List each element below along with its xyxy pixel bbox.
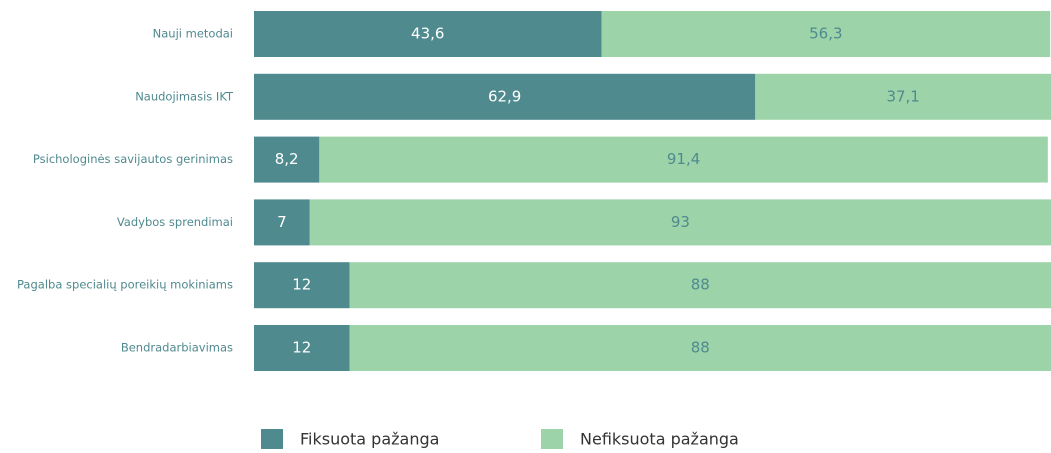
bar-segment	[309, 199, 1051, 246]
bar-segment	[349, 262, 1051, 309]
bar-segment	[254, 136, 320, 183]
value-label: 8,2	[275, 150, 299, 168]
category-label: Pagalba specialių poreikių mokiniams	[17, 278, 233, 292]
category-label: Bendradarbiavimas	[121, 341, 233, 355]
bar-segment	[254, 11, 602, 57]
value-label: 37,1	[886, 87, 919, 105]
value-label: 93	[671, 213, 690, 231]
value-label: 12	[292, 339, 311, 357]
value-label: 43,6	[411, 25, 444, 43]
value-label: 56,3	[809, 25, 842, 43]
value-label: 7	[277, 213, 287, 231]
category-label: Naudojimasis IKT	[135, 89, 234, 103]
bar-segment	[755, 73, 1051, 120]
value-label: 88	[691, 276, 710, 294]
legend-label: Fiksuota pažanga	[300, 430, 439, 449]
legend-swatch	[261, 429, 283, 449]
bar-segment	[601, 11, 1051, 57]
bar-segment	[254, 73, 756, 120]
bar-segment	[254, 262, 350, 309]
category-label: Vadybos sprendimai	[117, 215, 233, 229]
bar-segment	[254, 199, 310, 246]
bar-segment	[254, 325, 350, 371]
value-label: 62,9	[488, 87, 521, 105]
category-label: Psichologinės savijautos gerinimas	[33, 152, 233, 166]
category-label: Nauji metodai	[153, 27, 233, 41]
value-label: 12	[292, 276, 311, 294]
value-label: 91,4	[667, 150, 700, 168]
bar-segment	[349, 325, 1051, 371]
legend-label: Nefiksuota pažanga	[580, 430, 739, 449]
legend-swatch	[541, 429, 563, 449]
value-label: 88	[691, 339, 710, 357]
bar-segment	[319, 136, 1048, 183]
